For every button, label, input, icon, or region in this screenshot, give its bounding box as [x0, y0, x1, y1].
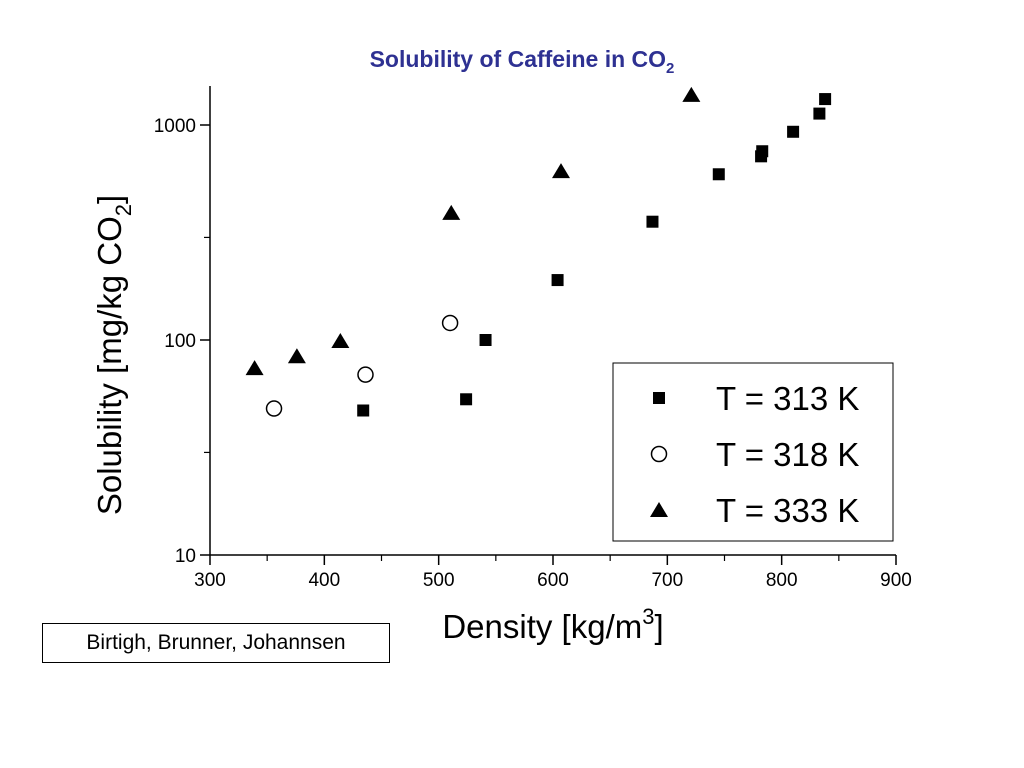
- legend: T = 313 K T = 318 K T = 333 K: [612, 362, 894, 542]
- x-axis-label: Density [kg/m3]: [442, 604, 663, 645]
- legend-marker-series-3: [650, 502, 668, 517]
- data-point-series-1: [646, 215, 659, 228]
- data-point-series-1: [479, 334, 492, 346]
- data-point-series-1: [551, 274, 564, 287]
- data-point-series-3: [287, 348, 306, 364]
- x-tick-label: 300: [194, 570, 226, 591]
- data-point-series-1: [787, 125, 800, 138]
- data-point-series-3: [682, 86, 701, 102]
- legend-label-series-2: T = 318 K: [716, 436, 859, 473]
- x-axis-label-text: Density [kg/m: [442, 608, 642, 645]
- data-point-series-2: [441, 314, 459, 332]
- data-point-series-3: [442, 204, 461, 220]
- legend-marker-series-1: [653, 392, 665, 404]
- legend-marker-series-2: [650, 445, 668, 463]
- data-point-series-1: [756, 145, 769, 158]
- data-point-series-1: [712, 168, 725, 181]
- data-point-series-1: [357, 404, 370, 417]
- data-points: [245, 86, 832, 417]
- data-point-series-1: [813, 107, 826, 120]
- y-axis-ticks: 10 100 1000: [154, 116, 210, 567]
- y-axis-label-subscript: 2: [111, 204, 136, 216]
- x-tick-label: 800: [766, 570, 798, 591]
- y-tick-label: 10: [175, 546, 196, 567]
- y-tick-label: 100: [164, 331, 196, 352]
- chart-title: Solubility of Caffeine in CO2: [370, 46, 675, 77]
- x-axis-ticks: 300 400 500 600 700 800 900: [194, 555, 912, 591]
- x-tick-label: 900: [880, 570, 912, 591]
- y-axis-label-text: Solubility [mg/kg CO: [91, 216, 128, 515]
- x-axis-label-superscript: 3: [642, 604, 654, 629]
- credit-box: Birtigh, Brunner, Johannsen: [42, 623, 390, 663]
- chart-title-text: Solubility of Caffeine in CO: [370, 46, 666, 72]
- x-axis-label-suffix: ]: [654, 608, 663, 645]
- data-point-series-3: [245, 360, 264, 376]
- legend-label-series-1: T = 313 K: [716, 380, 859, 417]
- x-tick-label: 600: [537, 570, 569, 591]
- x-tick-label: 700: [651, 570, 683, 591]
- x-tick-label: 400: [308, 570, 340, 591]
- chart-title-subscript: 2: [666, 60, 674, 77]
- y-axis-label-suffix: ]: [91, 195, 128, 204]
- data-point-series-3: [331, 332, 350, 348]
- data-point-series-1: [460, 393, 473, 406]
- y-axis-label: Solubility [mg/kg CO2]: [91, 195, 136, 515]
- data-point-series-1: [819, 93, 832, 106]
- legend-label-series-3: T = 333 K: [716, 492, 859, 529]
- y-tick-label: 1000: [154, 116, 196, 137]
- data-point-series-2: [357, 366, 374, 383]
- x-tick-label: 500: [423, 570, 455, 591]
- data-point-series-2: [265, 400, 283, 417]
- data-point-series-3: [552, 163, 571, 179]
